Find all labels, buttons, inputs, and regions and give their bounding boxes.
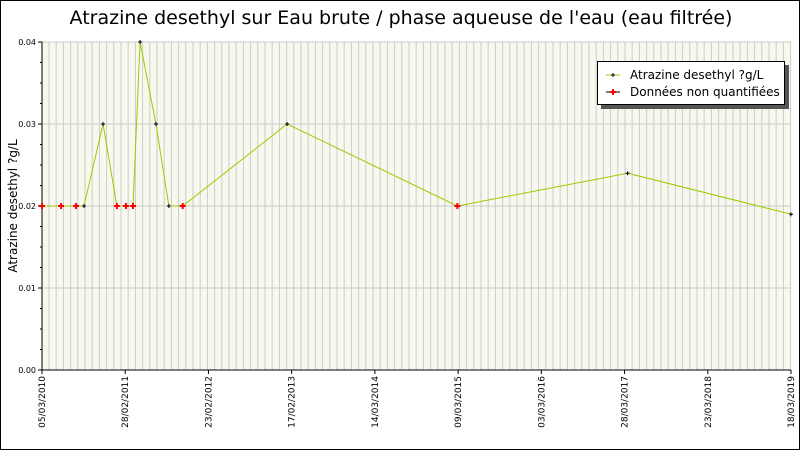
legend-item-non-quantified: Données non quantifiées [606, 84, 780, 100]
data-point-non-quantified [179, 203, 186, 209]
data-point-non-quantified [39, 203, 45, 209]
data-point-non-quantified [113, 203, 120, 209]
data-point [138, 40, 143, 44]
legend: Atrazine desethyl ?g/L Données non quant… [597, 61, 785, 105]
legend-label-non-quantified: Données non quantifiées [630, 85, 780, 99]
x-tick-label: 28/02/2011 [121, 376, 131, 428]
data-point [789, 212, 793, 217]
data-point-non-quantified [73, 203, 80, 209]
data-point [101, 122, 106, 126]
y-tick-label: 0.04 [18, 38, 36, 47]
y-tick-label: 0.02 [18, 202, 36, 211]
data-point [285, 122, 290, 126]
x-tick-label: 14/03/2014 [371, 376, 381, 428]
series-line [42, 41, 792, 215]
x-tick-label: 18/03/2019 [787, 376, 797, 428]
data-point [81, 204, 86, 208]
legend-item-series: Atrazine desethyl ?g/L [606, 67, 763, 83]
data-point-non-quantified [58, 203, 65, 209]
legend-label-series: Atrazine desethyl ?g/L [630, 68, 764, 82]
data-point-non-quantified [122, 203, 129, 209]
x-tick-label: 05/03/2010 [38, 376, 48, 428]
data-point [625, 171, 630, 176]
data-point-non-quantified [454, 203, 461, 209]
y-tick-label: 0.00 [18, 366, 36, 375]
chart-title: Atrazine desethyl sur Eau brute / phase … [69, 7, 733, 29]
x-tick-label: 17/02/2013 [288, 376, 298, 428]
y-tick-label: 0.01 [18, 284, 36, 293]
legend-black-marker-icon [606, 70, 620, 80]
x-tick-label: 09/03/2015 [454, 376, 464, 428]
y-axis-label: Atrazine desethyl ?g/L [6, 139, 20, 273]
x-tick-label: 28/03/2017 [621, 376, 631, 428]
x-tick-label: 23/03/2018 [704, 376, 714, 428]
data-point [166, 204, 171, 208]
x-tick-label: 03/03/2016 [537, 376, 547, 428]
data-point [153, 122, 158, 126]
y-tick-label: 0.03 [18, 120, 36, 129]
legend-red-marker-icon [606, 87, 620, 97]
data-point-non-quantified [130, 203, 137, 209]
x-tick-label: 23/02/2012 [204, 376, 214, 428]
